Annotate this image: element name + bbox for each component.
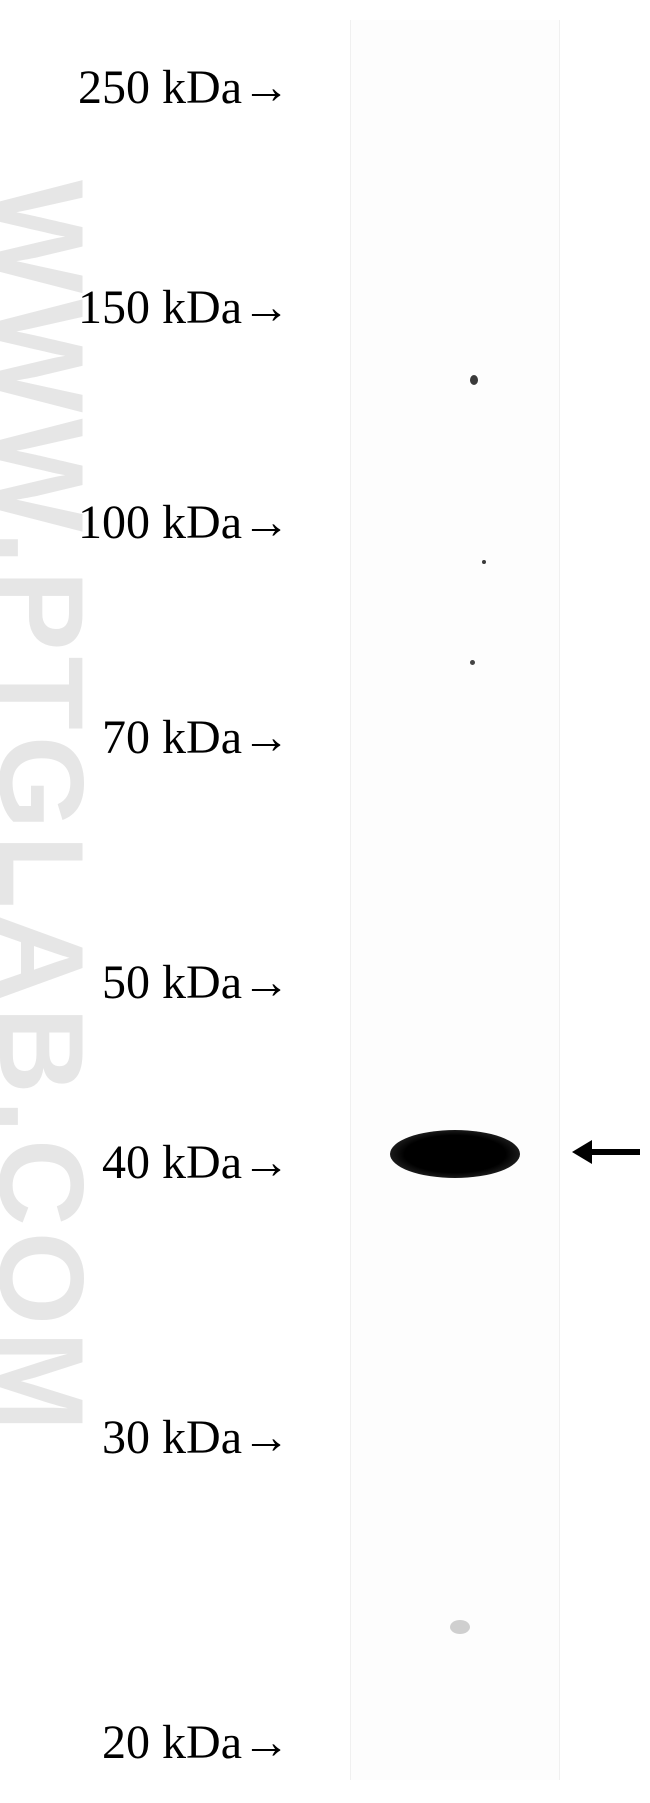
mw-value: 250 kDa: [78, 61, 242, 114]
western-blot-figure: WWW.PTGLAB.COM 250 kDa→ 150 kDa→ 100 kDa…: [0, 0, 650, 1803]
mw-value: 50 kDa: [102, 956, 242, 1009]
mw-marker-label: 70 kDa→: [20, 710, 290, 765]
band-indicator-arrow-icon: [572, 1128, 642, 1176]
marker-arrow-icon: →: [242, 956, 290, 1009]
mw-value: 20 kDa: [102, 1716, 242, 1769]
mw-value: 30 kDa: [102, 1411, 242, 1464]
mw-value: 40 kDa: [102, 1136, 242, 1189]
marker-arrow-icon: →: [242, 61, 290, 114]
marker-arrow-icon: →: [242, 496, 290, 549]
marker-arrow-icon: →: [242, 281, 290, 334]
mw-marker-label: 40 kDa→: [20, 1135, 290, 1190]
watermark-text: WWW.PTGLAB.COM: [0, 180, 110, 1437]
mw-marker-label: 250 kDa→: [20, 60, 290, 115]
mw-value: 100 kDa: [78, 496, 242, 549]
marker-arrow-icon: →: [242, 1411, 290, 1464]
marker-arrow-icon: →: [242, 1716, 290, 1769]
mw-marker-label: 50 kDa→: [20, 955, 290, 1010]
marker-arrow-icon: →: [242, 711, 290, 764]
mw-value: 150 kDa: [78, 281, 242, 334]
marker-arrow-icon: →: [242, 1136, 290, 1189]
mw-marker-label: 30 kDa→: [20, 1410, 290, 1465]
blot-speck: [482, 560, 486, 564]
blot-speck: [450, 1620, 470, 1634]
blot-speck: [470, 375, 478, 385]
mw-marker-label: 20 kDa→: [20, 1715, 290, 1770]
protein-band: [390, 1130, 520, 1178]
mw-value: 70 kDa: [102, 711, 242, 764]
blot-speck: [470, 660, 475, 665]
mw-marker-label: 150 kDa→: [20, 280, 290, 335]
blot-lane: [350, 20, 560, 1780]
mw-marker-label: 100 kDa→: [20, 495, 290, 550]
